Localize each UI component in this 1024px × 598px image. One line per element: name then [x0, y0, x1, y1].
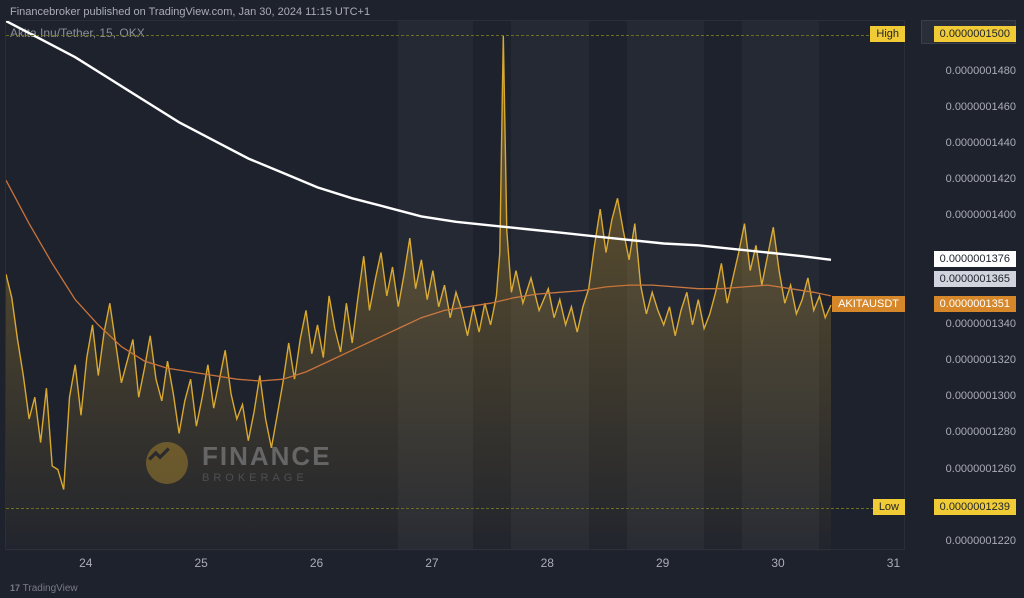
y-tick: 0.0000001260	[946, 463, 1016, 475]
y-tick: 0.0000001420	[946, 173, 1016, 185]
publisher-text: Financebroker published on TradingView.c…	[10, 6, 370, 18]
price-tag: 0.0000001376	[934, 251, 1016, 267]
symbol-tag: AKITAUSDT	[832, 296, 905, 312]
watermark-main: FINANCE	[202, 441, 332, 472]
y-tick: 0.0000001400	[946, 209, 1016, 221]
x-tick: 28	[541, 556, 554, 570]
watermark: FINANCEBROKERAGE	[146, 441, 332, 484]
y-axis: USDT 0.00000015000.00000014800.000000146…	[909, 20, 1024, 550]
y-tick: 0.0000001480	[946, 65, 1016, 77]
x-tick: 26	[310, 556, 323, 570]
y-tick: 0.0000001280	[946, 426, 1016, 438]
session-shade	[627, 21, 704, 549]
watermark-sub: BROKERAGE	[202, 472, 332, 484]
y-tick: 0.0000001440	[946, 137, 1016, 149]
y-tick: 0.0000001460	[946, 101, 1016, 113]
price-tag: 0.0000001500	[934, 26, 1016, 42]
x-tick: 27	[425, 556, 438, 570]
chart-container: Financebroker published on TradingView.c…	[0, 0, 1024, 598]
price-tag: 0.0000001351	[934, 296, 1016, 312]
x-tick: 29	[656, 556, 669, 570]
x-tick: 30	[771, 556, 784, 570]
tradingview-footer: 17 TradingView	[10, 583, 78, 594]
session-shade	[398, 21, 473, 549]
price-tag: 0.0000001239	[934, 499, 1016, 515]
watermark-icon	[146, 442, 188, 484]
x-tick: 24	[79, 556, 92, 570]
price-tag: 0.0000001365	[934, 271, 1016, 287]
y-tick: 0.0000001220	[946, 535, 1016, 547]
session-shade	[742, 21, 819, 549]
session-shade	[511, 21, 588, 549]
edge-tag: Low	[873, 499, 905, 515]
x-tick: 25	[194, 556, 207, 570]
y-tick: 0.0000001320	[946, 354, 1016, 366]
high-line	[6, 35, 904, 36]
y-tick: 0.0000001300	[946, 390, 1016, 402]
x-axis: 24 25 26 27 28 29 30 31	[5, 556, 905, 576]
low-line	[6, 508, 904, 509]
x-tick: 31	[887, 556, 900, 570]
edge-tag: High	[870, 26, 905, 42]
y-tick: 0.0000001340	[946, 318, 1016, 330]
plot-area[interactable]: FINANCEBROKERAGE	[5, 20, 905, 550]
